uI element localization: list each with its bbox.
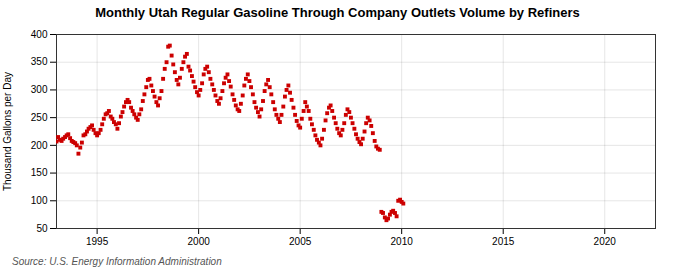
svg-text:Thousand Gallons per Day: Thousand Gallons per Day (2, 72, 13, 191)
svg-text:350: 350 (31, 56, 48, 67)
svg-text:400: 400 (31, 29, 48, 40)
svg-text:300: 300 (31, 84, 48, 95)
svg-text:2015: 2015 (492, 236, 515, 247)
svg-text:2020: 2020 (594, 236, 617, 247)
svg-text:1995: 1995 (86, 236, 109, 247)
svg-text:150: 150 (31, 167, 48, 178)
html-text:Monthly Utah Regular Gasoline: Monthly Utah Regular Gasoline Through Co… (95, 5, 580, 20)
svg-text:250: 250 (31, 112, 48, 123)
svg-text:200: 200 (31, 140, 48, 151)
svg-text:50: 50 (36, 223, 48, 234)
svg-text:2005: 2005 (289, 236, 312, 247)
svg-text:100: 100 (31, 195, 48, 206)
html-text:Source: U.S. Energy Informatio: Source: U.S. Energy Information Administ… (12, 256, 222, 267)
svg-text:2010: 2010 (391, 236, 414, 247)
svg-text:2000: 2000 (188, 236, 211, 247)
